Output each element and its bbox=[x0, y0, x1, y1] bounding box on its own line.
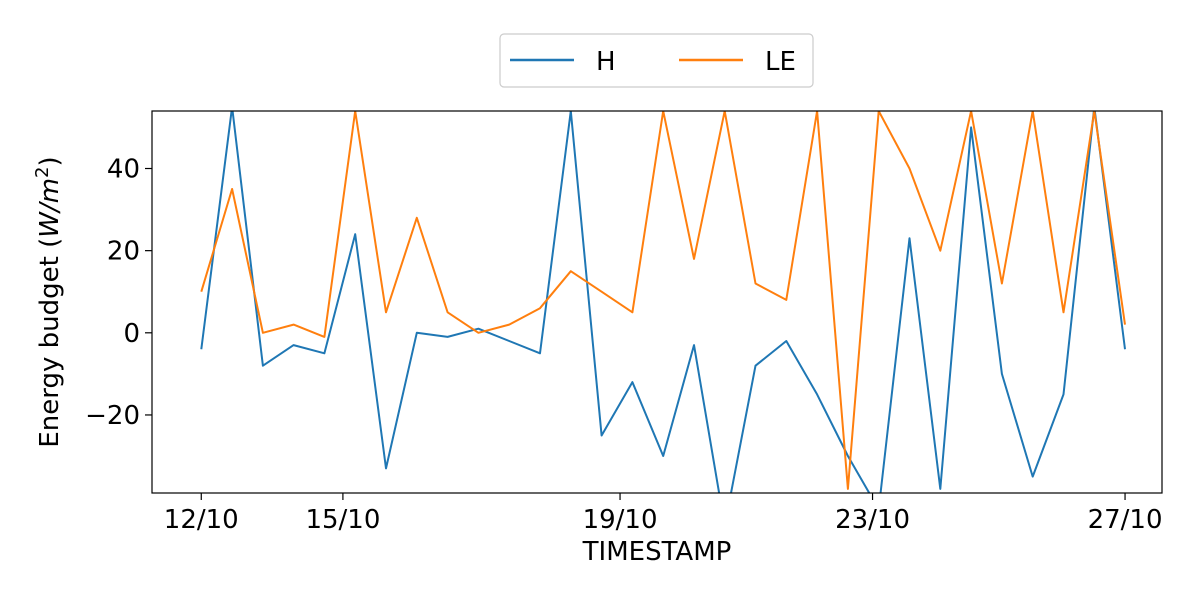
legend-label-h: H bbox=[596, 47, 616, 77]
y-tick-label: 20 bbox=[107, 237, 140, 267]
x-tick-label: 19/10 bbox=[583, 505, 658, 535]
series-line-h bbox=[200, 111, 1126, 493]
legend-label-le: LE bbox=[765, 47, 796, 77]
x-axis-ticks: 12/10 15/10 19/10 23/10 27/10 bbox=[164, 493, 1163, 535]
y-axis-title-suffix: ) bbox=[35, 156, 65, 166]
x-tick-label: 27/10 bbox=[1088, 505, 1163, 535]
y-tick-label: 0 bbox=[123, 319, 140, 349]
y-tick-label: 40 bbox=[107, 155, 140, 185]
y-axis-ticks: 40 20 0 −20 bbox=[85, 155, 152, 431]
x-tick-label: 12/10 bbox=[164, 505, 239, 535]
y-axis-title: Energy budget (W/m2) bbox=[32, 156, 65, 447]
plot-frame bbox=[151, 110, 1163, 494]
series-line-le bbox=[200, 111, 1126, 490]
x-tick-label: 15/10 bbox=[305, 505, 380, 535]
legend-frame bbox=[499, 33, 814, 88]
y-axis-title-unit: W/m bbox=[35, 178, 65, 238]
y-axis-title-prefix: Energy budget ( bbox=[35, 238, 65, 448]
legend: H LE bbox=[499, 33, 814, 88]
y-tick-label: −20 bbox=[85, 401, 140, 431]
x-axis-title: TIMESTAMP bbox=[582, 537, 732, 567]
plot-lines bbox=[200, 111, 1126, 493]
y-axis-title-exp: 2 bbox=[32, 167, 53, 178]
x-tick-label: 23/10 bbox=[835, 505, 910, 535]
